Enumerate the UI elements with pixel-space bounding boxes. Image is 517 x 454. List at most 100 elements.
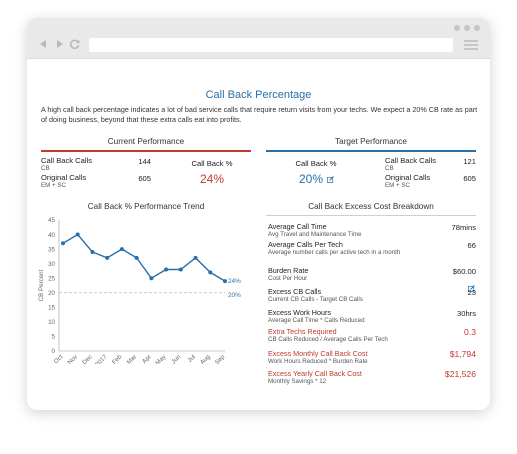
breakdown-sub: Current CB Calls - Target CB Calls [268,296,363,303]
data-point [178,267,183,272]
y-tick-label: 35 [48,246,55,253]
data-point [105,255,110,260]
breakdown-value: 23 [467,288,476,297]
breakdown-sub: Avg Travel and Maintenance Time [268,231,362,238]
breakdown-label: Burden Rate [268,266,309,275]
current-original-calls-value: 605 [138,174,151,183]
breakdown-sub: Average Call Time * Calls Reduced [268,317,365,324]
breakdown-value: 0.3 [464,327,476,337]
breakdown-label: Extra Techs Required [268,327,337,336]
window-dots [454,25,480,31]
target-original-calls-sub: EM + SC [385,182,410,189]
reload-icon[interactable] [70,39,80,49]
x-tick-label: Feb [111,353,124,364]
breakdown-label: Excess Work Hours [268,308,331,317]
y-tick-label: 25 [48,275,55,282]
page-content: Call Back Percentage A high call back pe… [27,59,490,410]
y-tick-label: 15 [48,305,55,312]
page-title: Call Back Percentage [205,89,312,101]
y-tick-label: 10 [48,319,55,326]
nav-controls [38,39,80,49]
breakdown-sub: Average number calls per active tech in … [268,249,401,256]
target-end-label: 20% [228,292,241,299]
data-point [75,232,80,237]
y-tick-label: 20 [48,290,55,297]
back-icon[interactable] [38,39,48,49]
forward-icon[interactable] [54,39,64,49]
browser-toolbar [27,18,490,59]
breakdown-label: Average Call Time [268,222,327,231]
data-point [164,267,169,272]
y-tick-label: 0 [52,348,56,355]
y-axis-label: CB Percent [38,269,45,301]
window-dot[interactable] [474,25,480,31]
data-point [134,255,139,260]
breakdown-divider [266,215,476,216]
breakdown-value: $60.00 [452,267,476,276]
menu-icon[interactable] [464,40,478,50]
target-performance-heading: Target Performance [335,137,407,146]
address-bar[interactable] [89,38,453,52]
x-tick-label: Apr [141,353,153,364]
breakdown-sub: Monthly Savings * 12 [268,378,327,385]
breakdown-value: $21,526 [444,369,476,379]
target-original-calls-label: Original Calls [385,173,431,182]
chart-title: Call Back % Performance Trend [87,202,205,211]
x-tick-label: Sep [214,353,227,364]
breakdown-heading: Call Back Excess Cost Breakdown [308,202,434,211]
series-line [62,233,226,282]
target-original-calls-value: 605 [463,174,476,183]
trend-chart: 0 5 10 15 20 25 30 35 40 45 CB Percent 24% 20% Oct Nov… [38,217,241,364]
current-original-calls-label: Original Calls [41,173,87,182]
series-end-label: 24% [228,278,241,285]
y-tick-label: 40 [48,232,55,239]
current-divider [41,150,251,152]
breakdown-label: Excess Monthly Call Back Cost [268,349,368,358]
current-cb-pct-label: Call Back % [191,159,233,168]
x-tick-label: Jun [170,353,182,364]
browser-window: Call Back Percentage A high call back pe… [27,18,490,410]
edit-target-icon[interactable] [327,170,334,183]
breakdown-value: 30hrs [457,309,476,318]
current-cb-pct-value: 24% [199,172,225,186]
data-point [208,270,213,275]
x-tick-label: Oct [53,353,65,364]
breakdown-value: $1,794 [449,349,476,359]
window-dot[interactable] [454,25,460,31]
breakdown-sub: Cost Per Hour [268,275,308,282]
x-tick-label: May [154,353,168,364]
breakdown-sub: Work Hours Reduced * Burden Rate [268,358,368,365]
x-tick-label: Mar [126,353,138,364]
intro-text: A high call back percentage indicates a … [41,105,478,124]
edit-burden-rate-icon[interactable] [468,279,475,292]
breakdown-sub: CB Calls Reduced / Average Calls Per Tec… [268,336,388,343]
x-tick-label: Nov [66,353,79,364]
x-tick-label: Aug [199,353,212,364]
breakdown-value: 66 [467,241,476,250]
current-cb-calls-sub: CB [41,165,50,172]
x-tick-label: Jul [186,353,197,364]
y-tick-label: 30 [48,261,55,268]
target-cb-pct-value: 20% [299,172,324,186]
data-point [119,247,124,252]
data-point [193,255,198,260]
current-original-calls-sub: EM + SC [41,182,66,189]
data-point [61,241,65,246]
target-cb-pct-label: Call Back % [295,159,337,168]
current-cb-calls-value: 144 [138,157,151,166]
target-cb-calls-sub: CB [385,165,394,172]
target-cb-calls-value: 121 [463,157,476,166]
y-tick-label: 5 [52,334,56,341]
x-tick-label: 2017 [94,353,109,364]
breakdown-label: Average Calls Per Tech [268,240,343,249]
current-performance-heading: Current Performance [107,137,185,146]
breakdown-label: Excess CB Calls [268,287,322,296]
window-dot[interactable] [464,25,470,31]
data-point [90,250,95,255]
target-divider [266,150,476,152]
data-point [149,276,154,281]
current-cb-calls-label: Call Back Calls [41,156,93,165]
breakdown-value: 78mins [451,223,476,232]
breakdown-label: Excess Yearly Call Back Cost [268,369,362,378]
target-cb-calls-label: Call Back Calls [385,156,437,165]
